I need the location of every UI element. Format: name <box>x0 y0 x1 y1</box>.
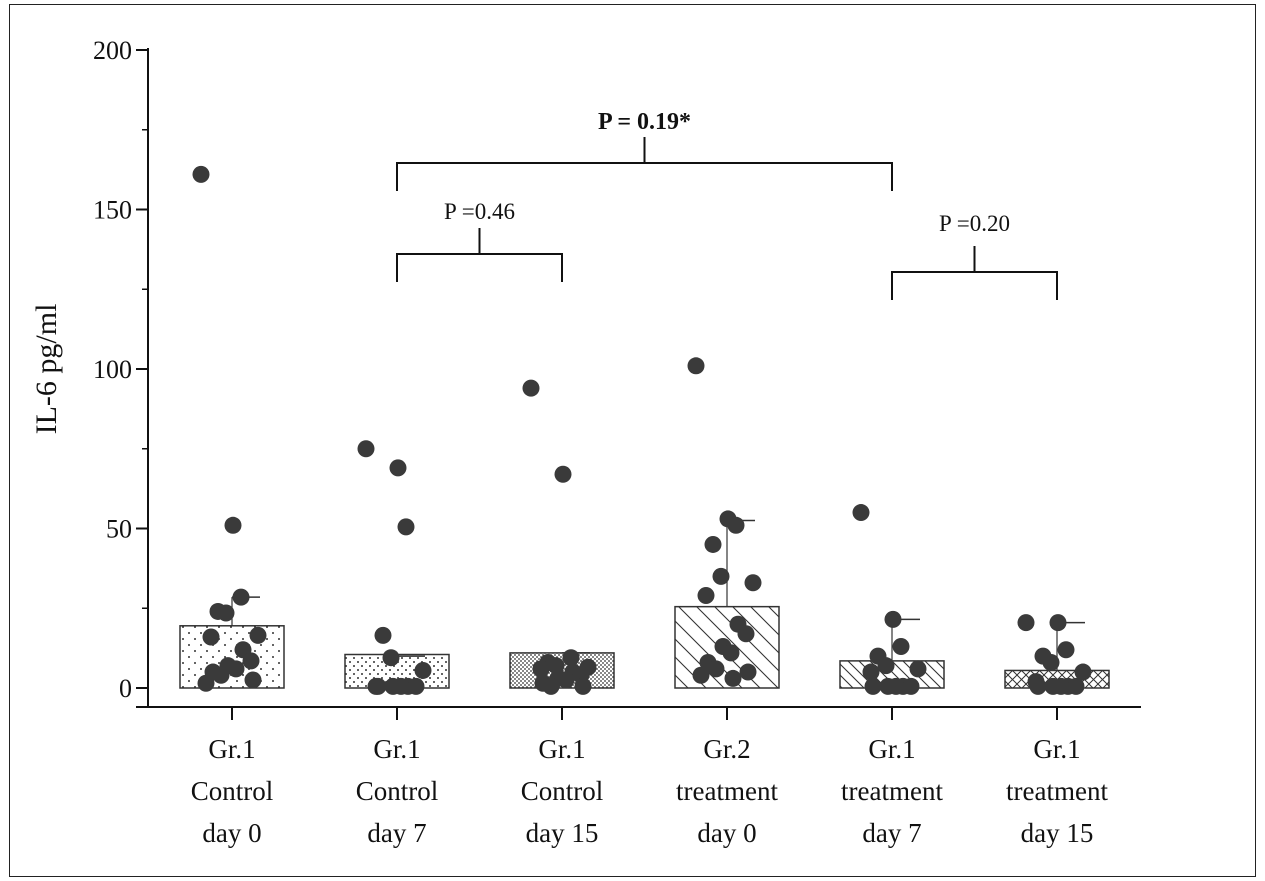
data-point <box>704 535 722 553</box>
data-point <box>574 677 592 695</box>
data-point <box>407 677 425 695</box>
x-category-label: Gr.1 <box>373 734 420 764</box>
x-category-label: Gr.1 <box>868 734 915 764</box>
data-point <box>1074 663 1092 681</box>
data-point <box>192 165 210 183</box>
data-point <box>242 652 260 670</box>
data-point <box>712 567 730 585</box>
data-point <box>864 677 882 695</box>
data-point <box>744 574 762 592</box>
x-category-label: Control <box>356 776 439 806</box>
data-point <box>357 440 375 458</box>
data-point <box>852 504 870 522</box>
x-category-label: day 0 <box>202 818 261 848</box>
x-category-label: day 0 <box>697 818 756 848</box>
data-point <box>397 518 415 536</box>
data-point <box>697 586 715 604</box>
chart-frame <box>9 4 1256 877</box>
data-point <box>707 660 725 678</box>
x-category-label: Gr.1 <box>538 734 585 764</box>
data-point <box>532 660 550 678</box>
data-point <box>389 459 407 477</box>
y-tick-label: 100 <box>93 355 132 384</box>
significance-bracket <box>891 271 1058 300</box>
data-point <box>727 516 745 534</box>
significance-bracket <box>396 162 893 191</box>
data-point <box>909 660 927 678</box>
x-category-label: treatment <box>1006 776 1108 806</box>
x-category-label: treatment <box>676 776 778 806</box>
data-point <box>902 677 920 695</box>
data-point <box>374 626 392 644</box>
data-point <box>212 666 230 684</box>
data-point <box>382 649 400 667</box>
x-category-label: Control <box>191 776 274 806</box>
data-point <box>722 644 740 662</box>
data-point <box>547 657 565 675</box>
data-point <box>542 677 560 695</box>
data-point <box>224 516 242 534</box>
data-point <box>202 628 220 646</box>
y-axis-title: IL-6 pg/ml <box>30 304 63 435</box>
data-point <box>232 588 250 606</box>
data-point <box>887 677 905 695</box>
data-point <box>369 677 387 695</box>
x-category-label: Gr.1 <box>208 734 255 764</box>
x-category-label: treatment <box>841 776 943 806</box>
y-tick-label: 200 <box>93 36 132 65</box>
data-point <box>1049 614 1067 632</box>
data-point <box>739 663 757 681</box>
data-point <box>892 638 910 656</box>
data-point <box>737 625 755 643</box>
x-category-label: Control <box>521 776 604 806</box>
bar <box>179 625 285 689</box>
data-point <box>554 465 572 483</box>
data-point <box>249 626 267 644</box>
data-point <box>1042 653 1060 671</box>
p-value-label: P =0.20 <box>939 211 1010 236</box>
x-category-label: day 7 <box>367 818 426 848</box>
data-point <box>687 357 705 375</box>
data-point <box>1057 641 1075 659</box>
data-point <box>244 671 262 689</box>
data-point <box>1067 677 1085 695</box>
data-point <box>1052 677 1070 695</box>
x-category-label: Gr.2 <box>703 734 750 764</box>
data-point <box>197 674 215 692</box>
data-point <box>562 649 580 667</box>
y-tick-label: 0 <box>119 674 132 703</box>
x-category-label: Gr.1 <box>1033 734 1080 764</box>
data-point <box>414 661 432 679</box>
data-point <box>884 610 902 628</box>
p-value-label: P = 0.19* <box>598 109 691 135</box>
data-point <box>227 660 245 678</box>
y-tick-label: 50 <box>106 515 132 544</box>
x-category-label: day 15 <box>526 818 599 848</box>
x-category-label: day 7 <box>862 818 921 848</box>
p-value-label: P =0.46 <box>444 199 515 224</box>
data-point <box>1017 614 1035 632</box>
x-category-label: day 15 <box>1021 818 1094 848</box>
data-point <box>217 604 235 622</box>
data-point <box>724 669 742 687</box>
data-point <box>392 677 410 695</box>
data-point <box>522 379 540 397</box>
data-point <box>877 657 895 675</box>
y-tick-label: 150 <box>93 196 132 225</box>
data-point <box>862 663 880 681</box>
data-point <box>557 671 575 689</box>
data-point <box>692 666 710 684</box>
significance-bracket <box>396 253 563 282</box>
data-point <box>1029 677 1047 695</box>
